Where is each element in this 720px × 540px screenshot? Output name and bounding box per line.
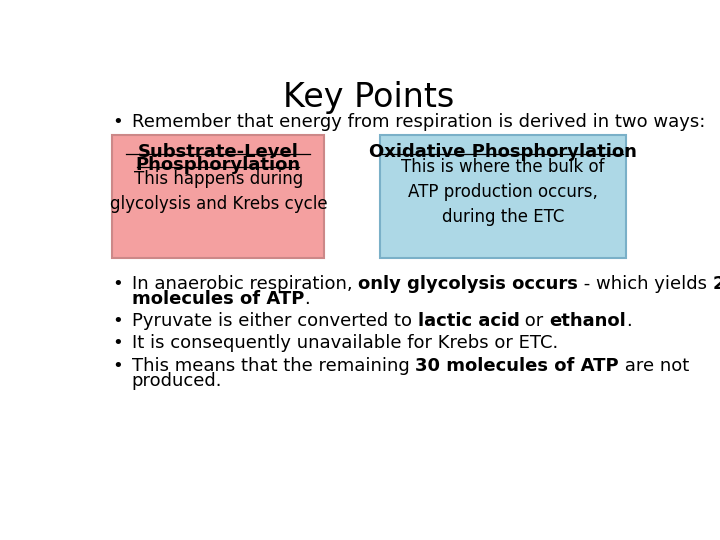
Text: .: . <box>305 290 310 308</box>
Text: •: • <box>112 275 123 293</box>
Text: only glycolysis occurs: only glycolysis occurs <box>359 275 578 293</box>
FancyBboxPatch shape <box>380 136 626 258</box>
Text: •: • <box>112 357 123 375</box>
Text: - which yields: - which yields <box>578 275 713 293</box>
Text: •: • <box>112 312 123 330</box>
Text: molecules of ATP: molecules of ATP <box>132 290 305 308</box>
Text: In anaerobic respiration,: In anaerobic respiration, <box>132 275 359 293</box>
Text: Phosphorylation: Phosphorylation <box>136 156 301 174</box>
Text: lactic acid: lactic acid <box>418 312 519 330</box>
Text: •: • <box>112 113 123 131</box>
Text: •: • <box>112 334 123 352</box>
FancyBboxPatch shape <box>112 136 324 258</box>
Text: It is consequently unavailable for Krebs or ETC.: It is consequently unavailable for Krebs… <box>132 334 558 352</box>
Text: or: or <box>519 312 549 330</box>
Text: are not: are not <box>619 357 689 375</box>
Text: Pyruvate is either converted to: Pyruvate is either converted to <box>132 312 418 330</box>
Text: ethanol: ethanol <box>549 312 626 330</box>
Text: produced.: produced. <box>132 373 222 390</box>
Text: Substrate-Level: Substrate-Level <box>138 143 299 161</box>
Text: This happens during
glycolysis and Krebs cycle: This happens during glycolysis and Krebs… <box>109 170 327 213</box>
Text: Key Points: Key Points <box>284 82 454 114</box>
Text: Remember that energy from respiration is derived in two ways:: Remember that energy from respiration is… <box>132 113 705 131</box>
Text: Oxidative Phosphorylation: Oxidative Phosphorylation <box>369 143 637 161</box>
Text: This means that the remaining: This means that the remaining <box>132 357 415 375</box>
Text: .: . <box>626 312 632 330</box>
Text: 30 molecules of ATP: 30 molecules of ATP <box>415 357 619 375</box>
Text: 2: 2 <box>713 275 720 293</box>
Text: This is where the bulk of
ATP production occurs,
during the ETC: This is where the bulk of ATP production… <box>401 158 605 226</box>
